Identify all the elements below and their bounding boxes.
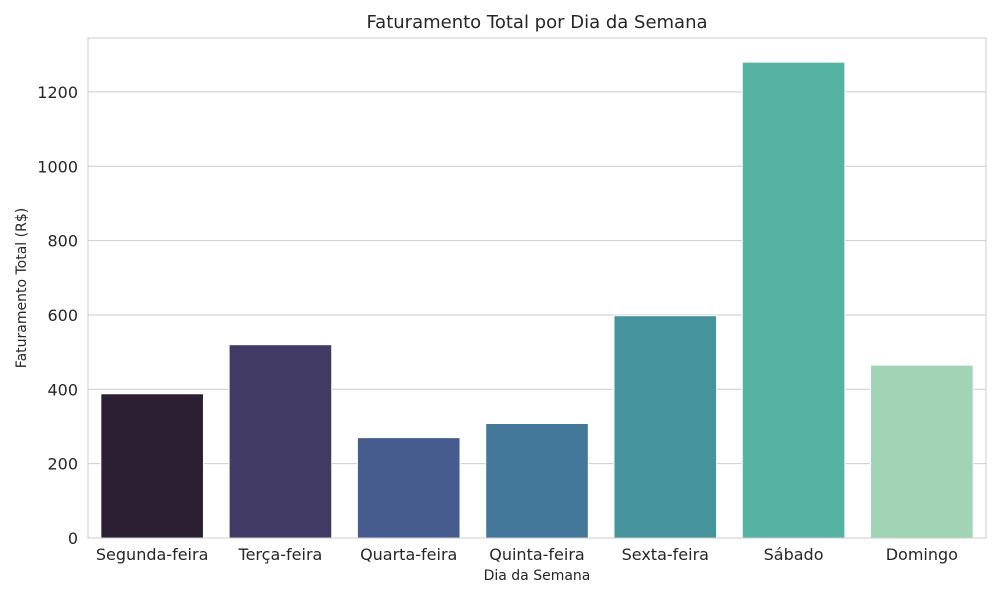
chart-title: Faturamento Total por Dia da Semana — [366, 12, 708, 33]
bar — [356, 437, 461, 539]
bar — [870, 364, 974, 539]
x-axis-label: Dia da Semana — [483, 568, 591, 584]
plot-frame — [87, 37, 987, 539]
x-tick-label: Terça-feira — [238, 545, 323, 564]
y-tick-label: 600 — [47, 306, 78, 325]
bar — [228, 344, 333, 539]
bar — [613, 315, 718, 539]
y-tick-label: 1200 — [37, 83, 78, 102]
bar — [485, 423, 589, 539]
x-tick-label: Domingo — [886, 545, 958, 564]
y-tick-label: 800 — [47, 232, 78, 251]
y-tick-label: 200 — [47, 455, 78, 474]
x-tick-label: Segunda-feira — [96, 545, 208, 564]
y-axis-label: Faturamento Total (R$) — [14, 207, 30, 369]
x-tick-label: Quarta-feira — [360, 545, 457, 564]
bars — [100, 61, 974, 539]
bar — [100, 393, 204, 539]
axes: 0 200 400 600 800 1000 1200 Segunda-feira Terça-… — [37, 37, 987, 564]
y-tick-label: 1000 — [37, 157, 78, 176]
y-tick-label: 0 — [68, 529, 78, 548]
x-tick-label: Sábado — [764, 545, 824, 564]
x-tick-label: Quinta-feira — [489, 545, 584, 564]
y-tick-label: 400 — [47, 380, 78, 399]
x-tick-label: Sexta-feira — [622, 545, 709, 564]
bar — [741, 61, 846, 539]
